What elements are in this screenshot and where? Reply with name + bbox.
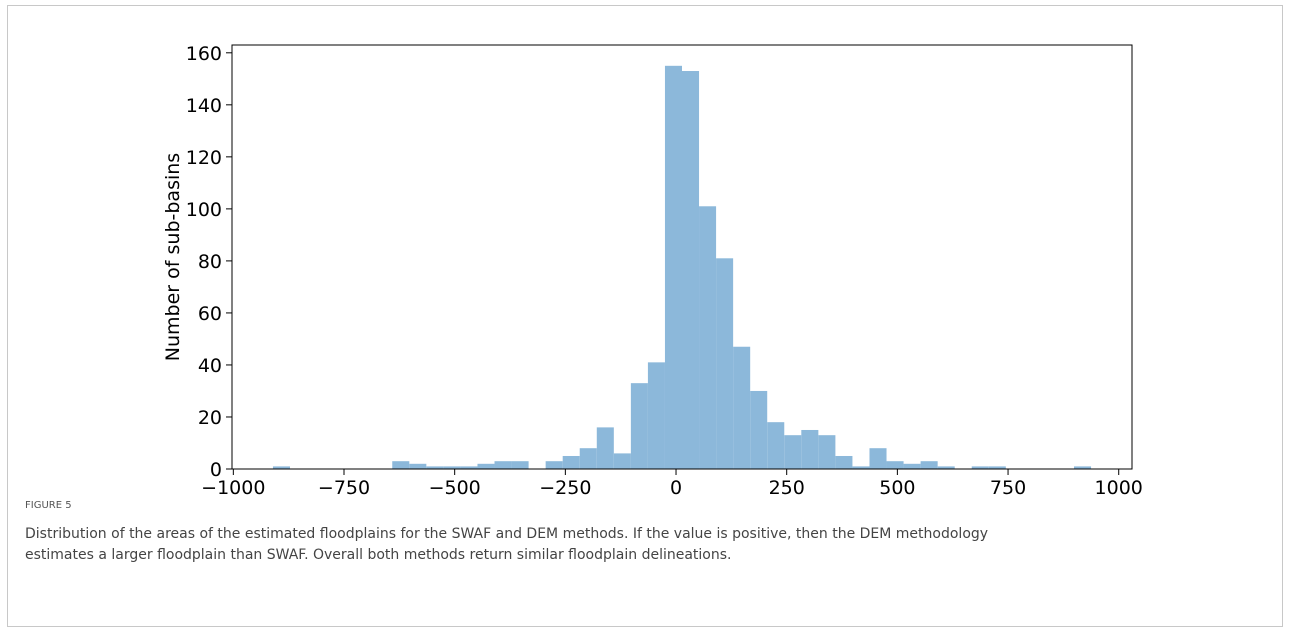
figure-frame: [7, 5, 1283, 627]
bar: [801, 429, 819, 469]
y-tick-label: 0: [210, 459, 222, 481]
bar: [852, 466, 870, 469]
x-tick-label: 250: [769, 477, 805, 499]
y-tick-label: 100: [186, 199, 222, 221]
bar: [682, 71, 700, 469]
y-tick-label: 20: [198, 407, 222, 429]
y-tick-label: 40: [198, 355, 222, 377]
x-tick-label: 500: [879, 477, 915, 499]
bar: [716, 258, 734, 469]
x-tick-label: −250: [539, 477, 591, 499]
x-tick-label: −750: [318, 477, 370, 499]
x-tick-label: 1000: [1095, 477, 1143, 499]
bar: [920, 461, 938, 469]
bar: [426, 466, 444, 469]
y-tick-label: 60: [198, 303, 222, 325]
bar: [664, 65, 682, 469]
bar: [409, 463, 427, 469]
x-tick-label: 750: [990, 477, 1026, 499]
caption: Distribution of the areas of the estimat…: [25, 526, 989, 563]
bar: [903, 463, 921, 469]
bar: [596, 427, 614, 469]
y-tick-label: 80: [198, 251, 222, 273]
x-tick-label: 0: [670, 477, 682, 499]
bar: [988, 466, 1006, 469]
y-tick-label: 120: [186, 147, 222, 169]
bar: [579, 448, 597, 469]
bar: [784, 435, 802, 469]
y-tick-label: 160: [186, 43, 222, 65]
bar: [562, 455, 580, 469]
y-tick-label: 140: [186, 95, 222, 117]
bar: [392, 461, 410, 469]
bar: [733, 346, 751, 469]
bar: [750, 390, 768, 469]
bar: [1074, 466, 1092, 469]
y-axis-label: Number of sub-basins: [162, 153, 184, 361]
bar: [443, 466, 461, 469]
bar: [545, 461, 563, 469]
bar: [835, 455, 853, 469]
x-tick-label: −500: [429, 477, 481, 499]
bar: [494, 461, 512, 469]
plot-frame: [231, 44, 1133, 470]
bar: [511, 461, 529, 469]
bar: [647, 362, 665, 469]
x-tick-label: −1000: [201, 477, 265, 499]
bar: [460, 466, 478, 469]
bar: [477, 463, 495, 469]
bar: [971, 466, 989, 469]
bar: [937, 466, 955, 469]
bar: [869, 448, 887, 469]
bar: [613, 453, 631, 469]
x-axis-label: Surface difference (FP-SWAF) km²: [522, 498, 842, 500]
bar: [767, 422, 785, 469]
bar: [818, 435, 836, 469]
bar: [699, 206, 717, 470]
figure-label: FIGURE 5: [25, 500, 72, 511]
bar: [886, 461, 904, 469]
bar: [272, 466, 290, 469]
bar: [630, 383, 648, 469]
chart: 0 20 40 60 80 100 120 140 160 −1000 −750 −500 −250 0 2…: [162, 43, 1143, 500]
